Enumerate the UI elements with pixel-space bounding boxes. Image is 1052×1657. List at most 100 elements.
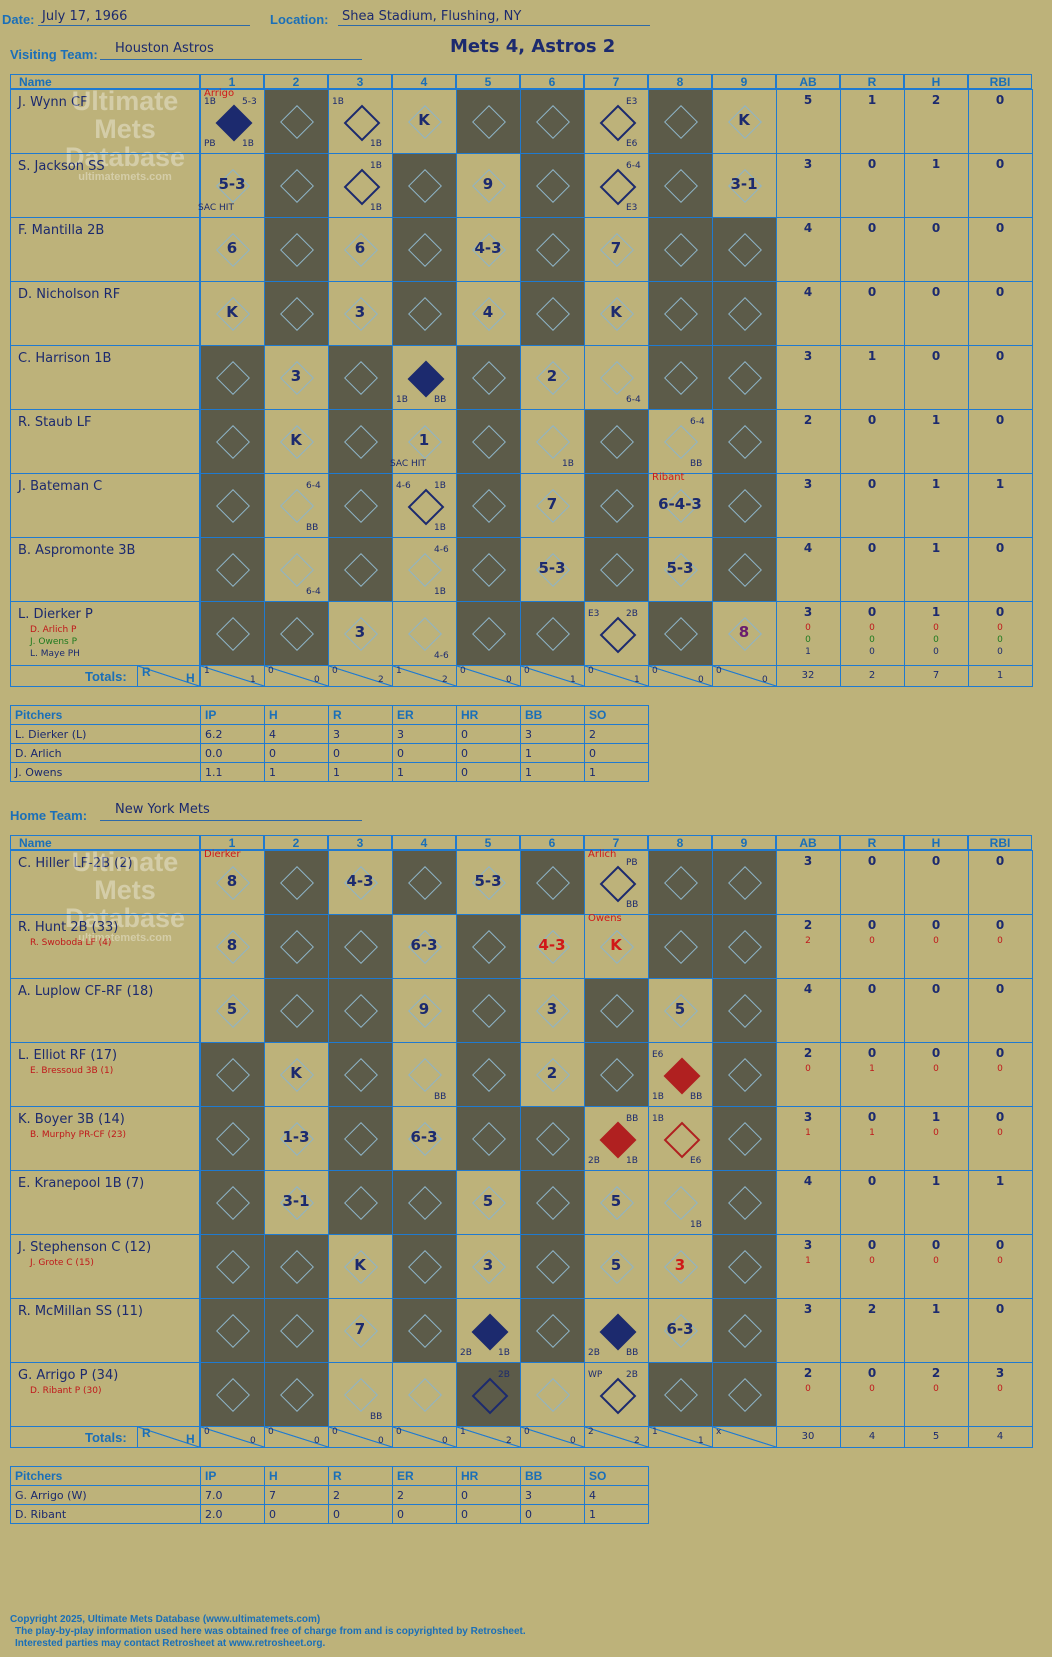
pitcher-stat: 3 — [520, 1485, 585, 1505]
at-bat-cell[interactable] — [264, 601, 329, 666]
at-bat-cell[interactable] — [264, 850, 329, 915]
at-bat-cell[interactable] — [712, 409, 777, 474]
inning-runs: 0 — [332, 1427, 338, 1437]
at-bat-cell[interactable] — [712, 1234, 777, 1299]
batter-name: R. McMillan SS (11) — [18, 1304, 143, 1319]
at-bat-cell[interactable] — [648, 345, 713, 410]
at-bat-cell[interactable] — [264, 89, 329, 154]
at-bat-cell[interactable] — [584, 409, 649, 474]
at-bat-cell[interactable] — [264, 1362, 329, 1427]
batter-stat-ab: 4 — [803, 1174, 813, 1188]
inning-runs: 0 — [524, 666, 530, 676]
at-bat-cell[interactable] — [456, 914, 521, 979]
at-bat-cell[interactable] — [200, 1106, 265, 1171]
at-bat-cell[interactable] — [520, 601, 585, 666]
at-bat-cell[interactable] — [200, 1298, 265, 1363]
at-bat-cell[interactable] — [200, 601, 265, 666]
play-result: 3-1 — [730, 175, 758, 193]
at-bat-cell[interactable] — [712, 1106, 777, 1171]
at-bat-cell[interactable] — [456, 1042, 521, 1107]
at-bat-cell[interactable] — [200, 1042, 265, 1107]
stat-header-h: H — [904, 835, 968, 850]
substitute-stat: 0 — [933, 635, 939, 645]
at-bat-cell[interactable] — [328, 1106, 393, 1171]
pitcher-stat: 7.0 — [200, 1485, 265, 1505]
batter-stat-r: 0 — [867, 1046, 877, 1060]
at-bat-cell[interactable] — [712, 914, 777, 979]
at-bat-cell[interactable] — [200, 1234, 265, 1299]
play-result: 7 — [546, 495, 558, 513]
at-bat-cell[interactable] — [392, 1298, 457, 1363]
at-bat-cell[interactable] — [648, 153, 713, 218]
inning-header-7: 7 — [584, 74, 648, 89]
inning-runs: 0 — [332, 666, 338, 676]
at-bat-cell[interactable] — [264, 153, 329, 218]
at-bat-cell[interactable] — [328, 409, 393, 474]
at-bat-cell[interactable] — [648, 89, 713, 154]
at-bat-cell[interactable] — [392, 850, 457, 915]
at-bat-cell[interactable] — [648, 850, 713, 915]
at-bat-cell[interactable] — [328, 1170, 393, 1235]
footer-line-3[interactable]: Interested parties may contact Retroshee… — [15, 1638, 326, 1649]
play-note: BB — [306, 523, 319, 533]
substitute-stat: 0 — [869, 936, 875, 946]
substitute-stat: 0 — [997, 647, 1003, 657]
at-bat-cell[interactable] — [200, 1362, 265, 1427]
batter-stat-h: 1 — [931, 541, 941, 555]
at-bat-cell[interactable] — [456, 1106, 521, 1171]
at-bat-cell[interactable] — [456, 345, 521, 410]
play-note: 1B — [434, 481, 446, 491]
pitcher-stat: 0 — [264, 743, 329, 763]
pitchers-header-cell: Pitchers — [10, 705, 201, 725]
at-bat-cell[interactable] — [456, 1362, 521, 1427]
inning-header-9: 9 — [712, 74, 776, 89]
batter-name: R. Staub LF — [18, 415, 92, 430]
at-bat-cell[interactable] — [392, 1170, 457, 1235]
at-bat-cell[interactable] — [712, 345, 777, 410]
substitute-stat: 0 — [869, 623, 875, 633]
at-bat-cell[interactable] — [264, 914, 329, 979]
at-bat-cell[interactable] — [264, 978, 329, 1043]
batter-stat-rbi: 0 — [995, 93, 1005, 107]
play-note: SAC HIT — [198, 203, 234, 213]
pitcher-stat: 1.1 — [200, 762, 265, 782]
inning-hits: 1 — [570, 675, 576, 685]
batter-stat-r: 1 — [867, 349, 877, 363]
watermark-text: Ultimate — [71, 86, 179, 116]
at-bat-cell[interactable] — [200, 345, 265, 410]
at-bat-cell[interactable] — [456, 473, 521, 538]
pitchers-header-cell: SO — [584, 1466, 649, 1486]
play-result: 7 — [610, 239, 622, 257]
at-bat-cell[interactable] — [200, 537, 265, 602]
at-bat-cell[interactable] — [584, 473, 649, 538]
at-bat-cell[interactable] — [712, 850, 777, 915]
at-bat-cell[interactable] — [264, 1298, 329, 1363]
batter-name: L. Dierker P — [18, 607, 93, 622]
inning-hits: 0 — [442, 1436, 448, 1446]
at-bat-cell[interactable] — [520, 153, 585, 218]
at-bat-cell[interactable] — [520, 850, 585, 915]
home-team-label: Home Team: — [10, 808, 88, 823]
at-bat-cell[interactable] — [520, 217, 585, 282]
batter-stat-r: 0 — [867, 605, 877, 619]
at-bat-cell[interactable] — [392, 217, 457, 282]
at-bat-cell[interactable] — [456, 601, 521, 666]
substitute-stat: 0 — [997, 1384, 1003, 1394]
at-bat-cell[interactable] — [328, 914, 393, 979]
substitute-stat: 0 — [933, 1256, 939, 1266]
batter-stat-ab: 3 — [803, 157, 813, 171]
substitute-stat: 0 — [933, 1064, 939, 1074]
play-note: SAC HIT — [390, 459, 426, 469]
play-note: 1B — [652, 1114, 664, 1124]
at-bat-cell[interactable] — [456, 537, 521, 602]
at-bat-cell[interactable] — [200, 473, 265, 538]
at-bat-cell[interactable] — [392, 1234, 457, 1299]
footer-line-2[interactable]: The play-by-play information used here w… — [15, 1626, 526, 1637]
at-bat-cell[interactable] — [456, 409, 521, 474]
at-bat-cell[interactable] — [712, 1042, 777, 1107]
play-note: 4-6 — [396, 481, 411, 491]
team-total-r: 4 — [868, 1431, 876, 1442]
play-note: 1B — [204, 97, 216, 107]
at-bat-cell[interactable] — [200, 409, 265, 474]
at-bat-cell[interactable] — [264, 281, 329, 346]
